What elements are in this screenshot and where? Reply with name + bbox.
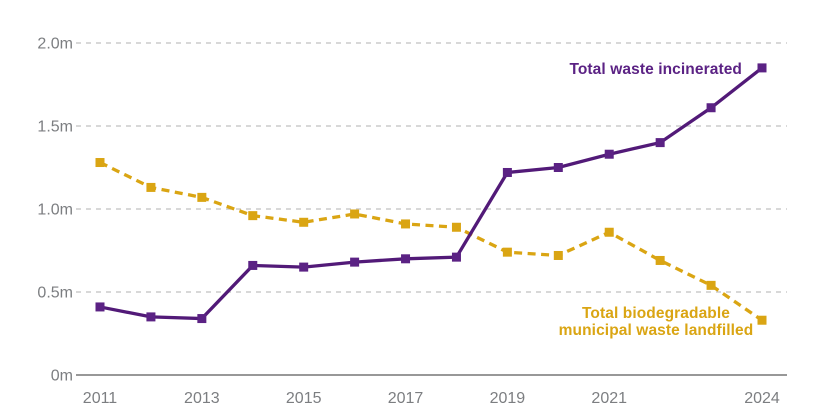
- data-point-incinerated-2021: [604, 149, 614, 159]
- x-tick-label: 2011: [83, 390, 118, 407]
- series-label-total-waste-incinerated: Total waste incinerated: [569, 61, 742, 78]
- data-point-landfilled-2020: [553, 250, 563, 260]
- x-tick-label: 2019: [490, 390, 526, 407]
- data-point-landfilled-2018: [451, 222, 461, 232]
- y-tick-label: 0m: [51, 368, 73, 385]
- data-point-landfilled-2016: [350, 209, 360, 219]
- data-point-incinerated-2018: [451, 252, 461, 262]
- data-point-incinerated-2016: [350, 257, 360, 267]
- series-line-landfilled: [99, 161, 763, 322]
- series-line-incinerated: [99, 66, 764, 321]
- y-tick-label: 2.0m: [37, 36, 73, 53]
- y-tick-label: 1.0m: [37, 202, 73, 219]
- data-point-landfilled-2017: [401, 219, 411, 229]
- data-point-landfilled-2021: [604, 227, 614, 237]
- data-point-landfilled-2012: [146, 182, 156, 192]
- series-label-line-2: municipal waste landfilled: [558, 321, 754, 339]
- x-tick-label: 2017: [388, 390, 424, 407]
- y-tick-label: 0.5m: [37, 285, 73, 302]
- data-point-landfilled-2014: [248, 211, 258, 221]
- data-point-landfilled-2024: [757, 315, 767, 325]
- data-point-landfilled-2015: [299, 217, 309, 227]
- data-point-incinerated-2015: [299, 262, 309, 272]
- data-point-landfilled-2022: [655, 255, 665, 265]
- data-point-landfilled-2013: [197, 192, 207, 202]
- data-point-incinerated-2017: [401, 254, 411, 264]
- data-point-incinerated-2022: [655, 138, 665, 148]
- data-point-incinerated-2019: [502, 167, 512, 177]
- data-point-incinerated-2023: [706, 103, 716, 113]
- series-label-line-1: Total biodegradable: [581, 305, 730, 322]
- data-point-landfilled-2019: [502, 247, 512, 257]
- data-point-incinerated-2020: [553, 163, 563, 172]
- data-point-incinerated-2024: [757, 63, 767, 73]
- x-tick-label: 2024: [744, 390, 780, 407]
- data-point-incinerated-2014: [248, 260, 258, 270]
- x-tick-label: 2013: [184, 390, 220, 407]
- x-tick-label: 2015: [286, 390, 322, 407]
- x-tick-label: 2021: [591, 390, 627, 407]
- y-tick-label: 1.5m: [37, 119, 73, 136]
- data-point-incinerated-2011: [95, 302, 105, 312]
- data-point-landfilled-2023: [706, 280, 716, 290]
- data-point-incinerated-2013: [197, 314, 207, 324]
- data-point-incinerated-2012: [146, 312, 156, 322]
- data-point-landfilled-2011: [95, 158, 105, 168]
- series-label-biodegradable-waste-landfilled: Total biodegradable municipal waste land…: [540, 305, 772, 339]
